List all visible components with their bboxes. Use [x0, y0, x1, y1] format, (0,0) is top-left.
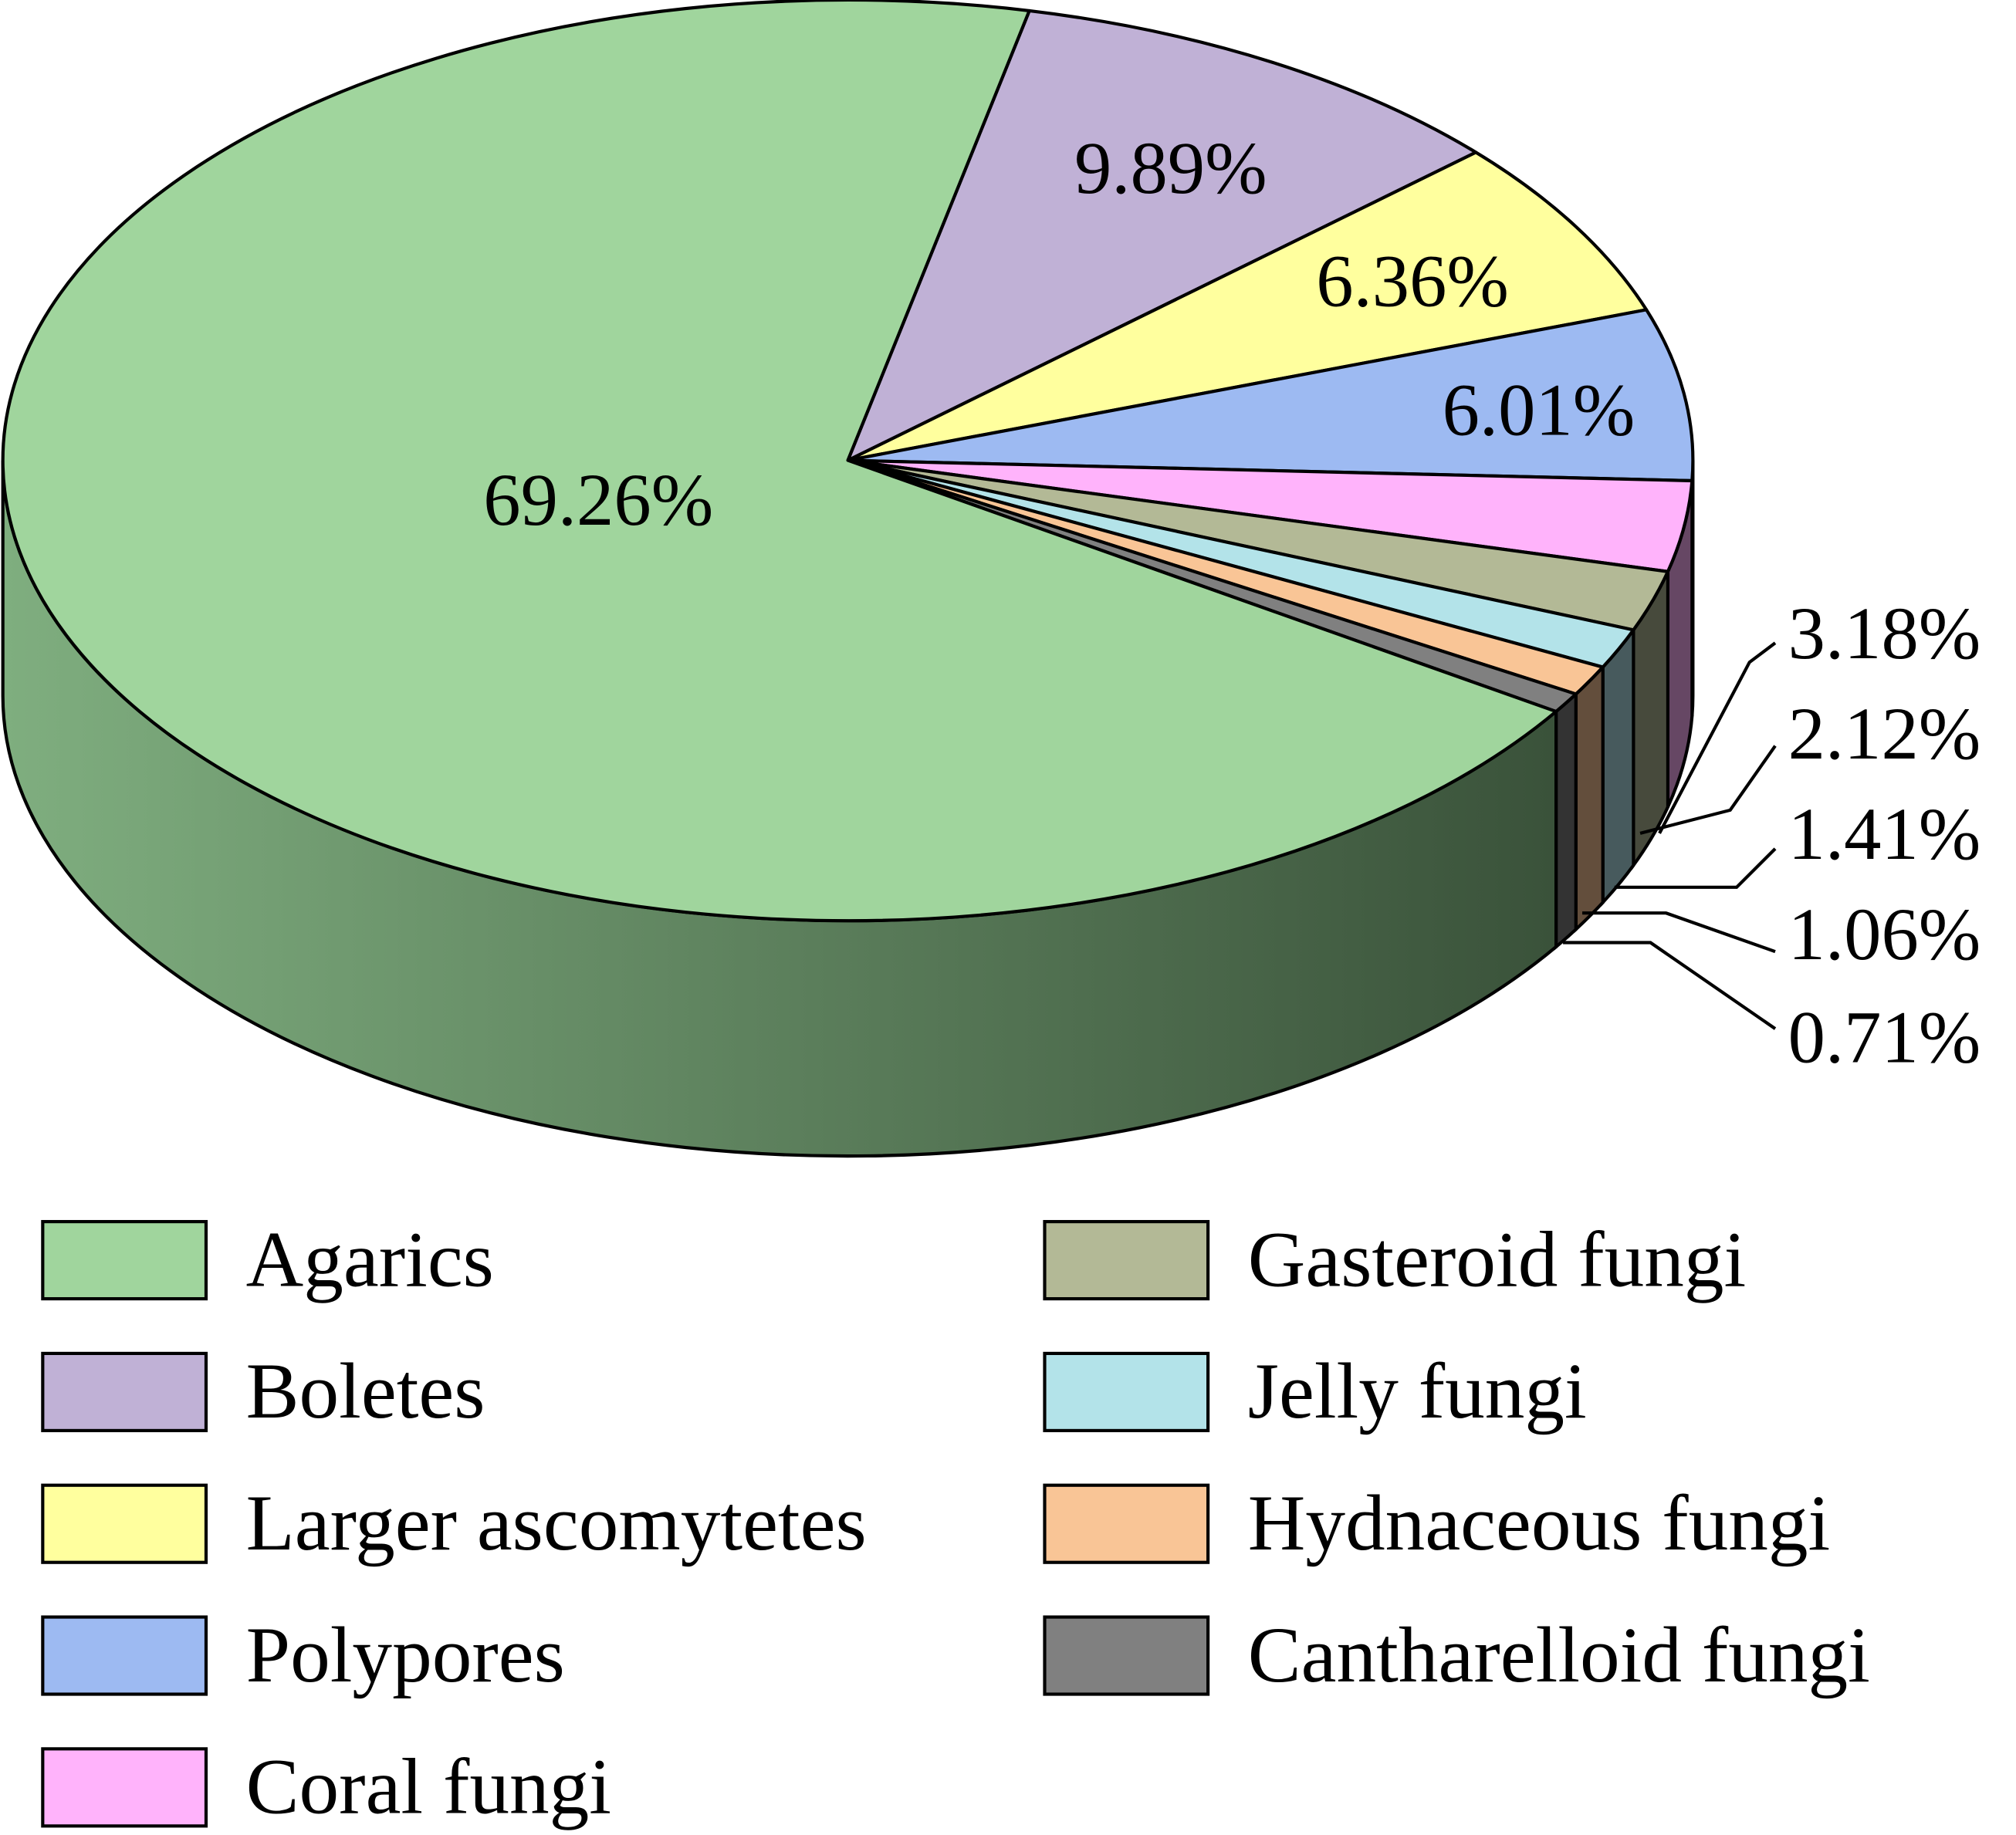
- legend-swatch: [41, 1220, 208, 1301]
- legend-swatch: [41, 1483, 208, 1564]
- data-label: 9.89%: [1074, 127, 1267, 209]
- legend-item: Cantharelloid fungi: [1043, 1611, 1870, 1699]
- legend-label: Gasteroid fungi: [1248, 1215, 1746, 1303]
- legend-item: Boletes: [41, 1347, 485, 1435]
- data-label: 1.41%: [1788, 792, 1981, 875]
- pie-side-cantharelloid-fungi: [1554, 690, 1578, 951]
- legend-label: Agarics: [246, 1215, 494, 1303]
- pie-top: [1, 0, 1695, 923]
- data-label: 69.26%: [483, 458, 713, 541]
- legend-item: Agarics: [41, 1215, 494, 1303]
- legend-label: Larger ascomytetes: [246, 1479, 867, 1567]
- legend: Agarics Boletes Larger ascomytetes Polypore…: [41, 1215, 1870, 1831]
- data-labels: 9.89% 6.36% 6.01% 3.18% 2.12% 1.41% 1.06% 0.71%…: [483, 127, 1980, 1079]
- pie-side-jelly-fungi: [1601, 624, 1635, 907]
- leader-lines: [1563, 641, 1777, 1030]
- leader-line: [1563, 941, 1777, 1030]
- legend-item: Hydnaceous fungi: [1043, 1479, 1830, 1567]
- legend-label: Boletes: [246, 1347, 485, 1435]
- legend-label: Polypores: [246, 1611, 565, 1699]
- pie-slice-boletes: [846, 8, 1478, 462]
- leader-line: [1582, 911, 1776, 954]
- pie-side-hydnaceous-fungi: [1574, 663, 1605, 934]
- legend-item: Gasteroid fungi: [1043, 1215, 1746, 1303]
- leader-line: [1614, 847, 1777, 889]
- legend-swatch: [41, 1615, 208, 1696]
- legend-swatch: [41, 1351, 208, 1432]
- data-label: 2.12%: [1788, 692, 1981, 775]
- pie-slice-agarics: [1, 0, 1558, 923]
- data-label: 6.36%: [1316, 240, 1509, 323]
- legend-swatch: [41, 1747, 208, 1828]
- pie-slice-polypores: [846, 308, 1695, 483]
- pie-slice-larger-ascomytetes: [846, 150, 1649, 462]
- legend-label: Coral fungi: [246, 1743, 611, 1831]
- legend-item: Larger ascomytetes: [41, 1479, 867, 1567]
- legend-item: Jelly fungi: [1043, 1347, 1587, 1435]
- data-label: 0.71%: [1788, 995, 1981, 1078]
- legend-label: Jelly fungi: [1248, 1347, 1587, 1435]
- legend-swatch: [1043, 1351, 1210, 1432]
- legend-swatch: [1043, 1220, 1210, 1301]
- legend-label: Hydnaceous fungi: [1248, 1479, 1830, 1567]
- legend-label: Cantharelloid fungi: [1248, 1611, 1870, 1699]
- leader-line: [1639, 745, 1777, 835]
- data-label: 6.01%: [1443, 368, 1635, 451]
- legend-item: Polypores: [41, 1611, 565, 1699]
- legend-swatch: [1043, 1483, 1210, 1564]
- data-label: 1.06%: [1788, 893, 1981, 975]
- data-label: 3.18%: [1788, 592, 1981, 674]
- legend-swatch: [1043, 1615, 1210, 1696]
- leader-line: [1658, 641, 1777, 834]
- legend-item: Coral fungi: [41, 1743, 611, 1831]
